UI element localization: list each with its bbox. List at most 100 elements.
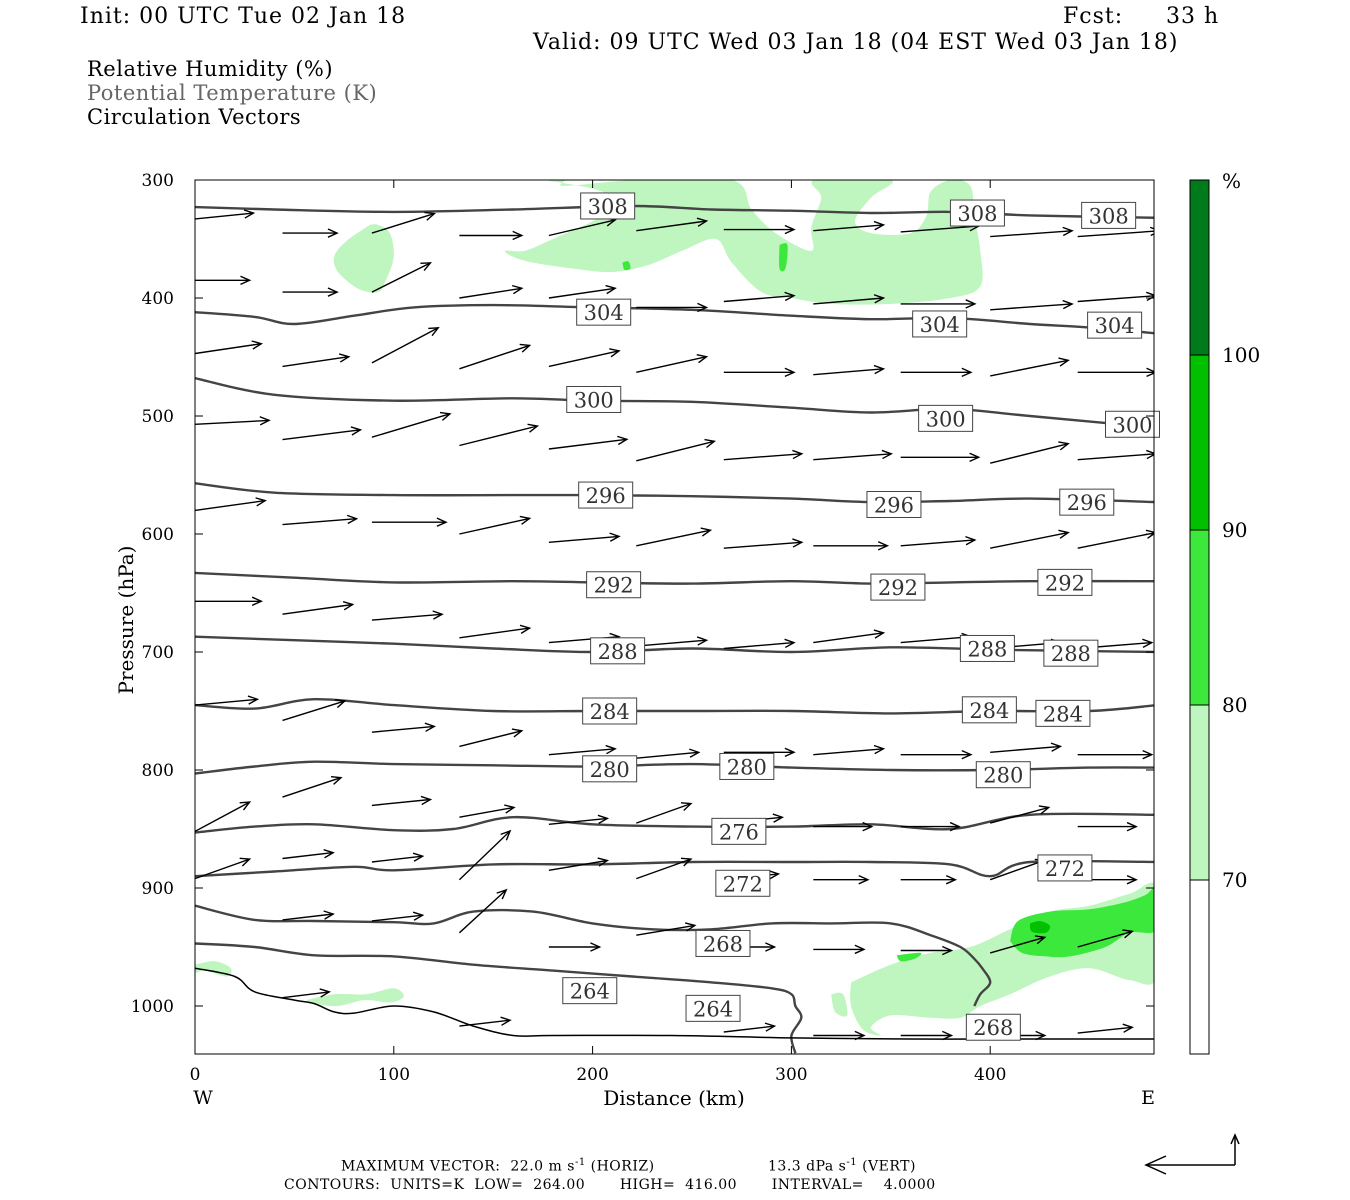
circulation-vector bbox=[548, 435, 629, 450]
circulation-vector bbox=[813, 1030, 866, 1041]
east-label: E bbox=[1141, 1087, 1155, 1109]
circulation-vector bbox=[636, 354, 709, 373]
theta-label: 272 bbox=[715, 869, 771, 897]
rh-region-80-9 bbox=[779, 243, 788, 272]
circulation-vectors bbox=[195, 209, 1154, 1041]
theta-label: 288 bbox=[1043, 639, 1099, 667]
svg-text:296: 296 bbox=[1067, 491, 1107, 515]
circulation-vector bbox=[636, 636, 709, 647]
circulation-vector bbox=[723, 1022, 777, 1033]
circulation-vector bbox=[636, 217, 709, 232]
colorbar: % 70 80 90 100 bbox=[1189, 169, 1260, 1055]
circulation-vector bbox=[990, 441, 1070, 464]
circulation-vector bbox=[195, 695, 260, 706]
colorbar-band-70 bbox=[1189, 704, 1210, 881]
rh-region-70-4 bbox=[831, 992, 848, 1017]
theta-label: 308 bbox=[949, 199, 1005, 227]
circulation-vector bbox=[990, 935, 1047, 954]
circulation-vector bbox=[900, 749, 973, 760]
contour-info: CONTOURS: UNITS=K LOW= 264.00 HIGH= 416.… bbox=[284, 1177, 936, 1193]
init-time: Init: 00 UTC Tue 02 Jan 18 bbox=[80, 4, 407, 29]
circulation-vector bbox=[548, 942, 602, 952]
theta-contour-300 bbox=[195, 377, 1154, 429]
theta-label: 296 bbox=[578, 481, 634, 509]
theta-contour-304 bbox=[195, 303, 1154, 335]
circulation-vector bbox=[371, 610, 444, 621]
svg-text:264: 264 bbox=[570, 980, 610, 1004]
circulation-vector bbox=[371, 911, 425, 922]
circulation-vector bbox=[900, 452, 981, 463]
y-tick-label: 300 bbox=[142, 171, 174, 191]
svg-text:264: 264 bbox=[693, 997, 733, 1021]
svg-text:272: 272 bbox=[1045, 857, 1085, 881]
x-tick-label: 0 bbox=[190, 1065, 201, 1085]
circulation-vector bbox=[1077, 929, 1134, 948]
svg-text:304: 304 bbox=[1095, 314, 1135, 338]
circulation-vector bbox=[282, 514, 359, 526]
colorbar-tick-100: 100 bbox=[1222, 343, 1260, 367]
circulation-vector bbox=[548, 284, 617, 299]
svg-text:300: 300 bbox=[574, 388, 614, 412]
svg-text:284: 284 bbox=[590, 700, 630, 724]
circulation-vector bbox=[195, 596, 264, 606]
circulation-vector bbox=[723, 747, 796, 758]
theta-label: 280 bbox=[582, 755, 638, 783]
legend-relative-humidity: Relative Humidity (%) bbox=[87, 57, 334, 81]
circulation-vector bbox=[900, 875, 958, 885]
circulation-vector bbox=[371, 326, 440, 364]
theta-contour-292 bbox=[195, 571, 1154, 585]
rh-region-70-3 bbox=[306, 988, 404, 1007]
circulation-vector bbox=[989, 858, 1047, 881]
circulation-vector bbox=[371, 211, 436, 234]
circulation-vector bbox=[813, 364, 886, 376]
circulation-vector bbox=[282, 426, 363, 441]
theta-label: 288 bbox=[959, 634, 1015, 662]
y-tick-label: 1000 bbox=[131, 997, 174, 1017]
circulation-vector bbox=[195, 209, 256, 220]
svg-text:296: 296 bbox=[874, 494, 914, 518]
theta-contour-260 bbox=[195, 967, 1154, 1040]
circulation-vector bbox=[371, 852, 425, 863]
circulation-vector bbox=[1077, 367, 1154, 378]
axes: 300 400 500 600 700 800 900 1000 0 100 200 300 400 bbox=[131, 171, 1154, 1085]
circulation-vector bbox=[458, 888, 508, 934]
x-axis-title: Distance (km) bbox=[603, 1086, 745, 1110]
circulation-vector bbox=[459, 515, 532, 535]
theta-label: 292 bbox=[870, 573, 926, 601]
circulation-vector bbox=[195, 340, 263, 355]
colorbar-tick-90: 90 bbox=[1222, 518, 1247, 542]
svg-text:292: 292 bbox=[878, 576, 918, 600]
circulation-vector bbox=[548, 814, 610, 825]
theta-contour-276 bbox=[195, 812, 1154, 834]
circulation-vector bbox=[1077, 821, 1138, 832]
max-vector-prefix: MAXIMUM VECTOR: bbox=[341, 1158, 501, 1175]
circulation-vector bbox=[636, 922, 697, 936]
circulation-vector bbox=[636, 748, 701, 759]
svg-text:280: 280 bbox=[590, 758, 630, 782]
legend-potential-temperature: Potential Temperature (K) bbox=[87, 81, 378, 105]
theta-label: 284 bbox=[582, 697, 638, 725]
circulation-vector bbox=[282, 848, 335, 860]
circulation-vector bbox=[723, 449, 804, 461]
x-tick-label: 100 bbox=[378, 1065, 410, 1085]
circulation-vector bbox=[459, 804, 516, 818]
svg-text:284: 284 bbox=[1043, 702, 1083, 726]
circulation-vector bbox=[900, 535, 977, 547]
vertical-suffix: (VERT) bbox=[862, 1158, 916, 1175]
colorbar-band-80 bbox=[1189, 529, 1210, 706]
circulation-vector bbox=[282, 775, 343, 798]
circulation-vector bbox=[813, 449, 893, 461]
rh-region-90-10 bbox=[1030, 920, 1051, 934]
rh-region-80-7 bbox=[896, 952, 922, 962]
max-vector-line: MAXIMUM VECTOR: 22.0 m s-1 (HORIZ) bbox=[341, 1157, 655, 1175]
circulation-vector bbox=[282, 699, 347, 722]
theta-label: 304 bbox=[576, 298, 632, 326]
circulation-vector bbox=[282, 601, 355, 615]
circulation-vector bbox=[548, 744, 617, 756]
circulation-vector bbox=[990, 357, 1070, 377]
theta-label: 288 bbox=[590, 637, 646, 665]
horizontal-scale: 22.0 m s bbox=[510, 1158, 575, 1175]
circulation-vector bbox=[900, 1030, 954, 1041]
theta-label: 272 bbox=[1037, 854, 1093, 882]
